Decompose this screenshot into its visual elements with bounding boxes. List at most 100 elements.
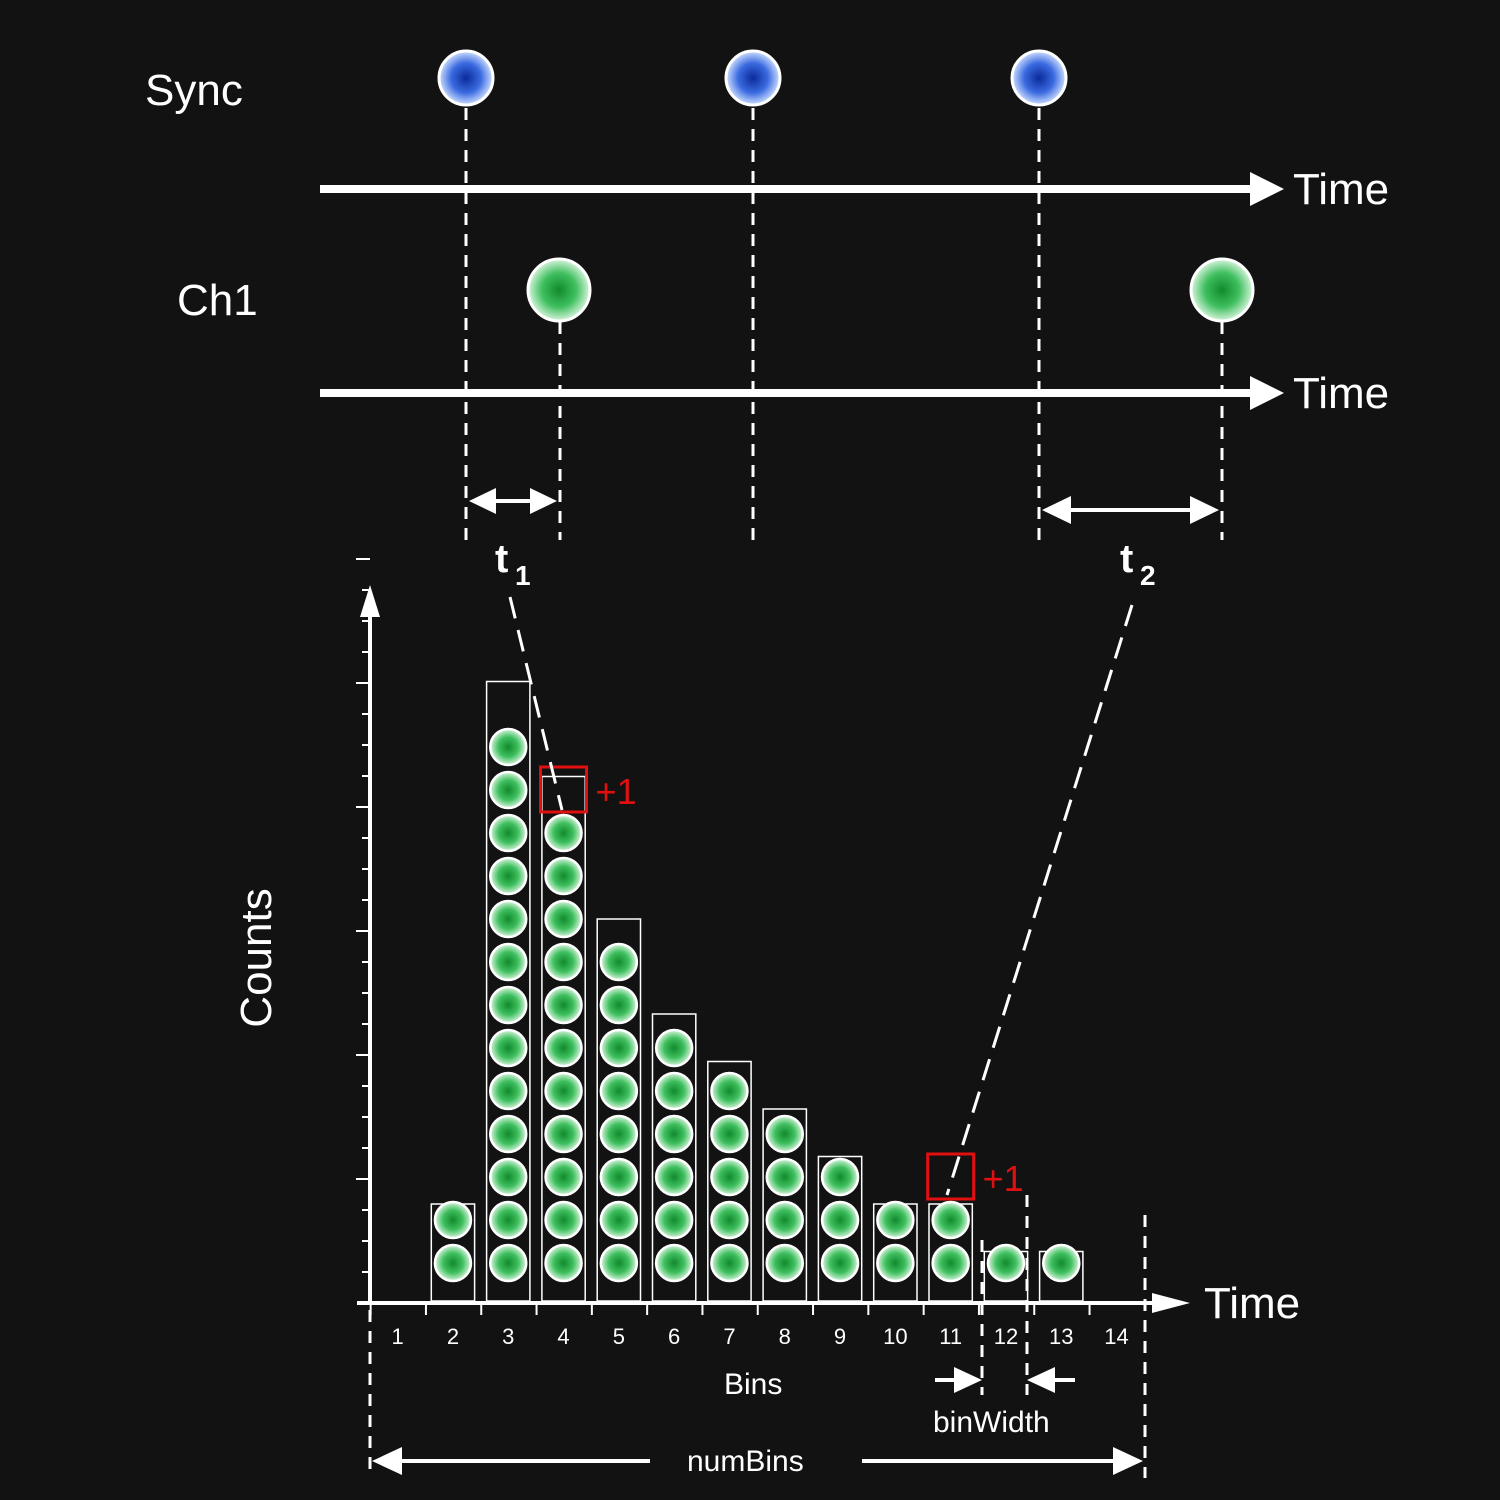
count-dot bbox=[489, 1157, 528, 1197]
count-dot bbox=[544, 985, 583, 1025]
ch1-time-label: Time bbox=[1293, 369, 1389, 418]
count-dot bbox=[489, 727, 528, 767]
sync-time-axis bbox=[320, 172, 1284, 206]
bins-label: Bins bbox=[724, 1368, 782, 1401]
count-dot bbox=[544, 1071, 583, 1111]
num-bins-label: numBins bbox=[687, 1445, 804, 1478]
sync-pulse-2 bbox=[724, 49, 782, 107]
count-dot bbox=[986, 1243, 1026, 1283]
sync-time-label: Time bbox=[1293, 165, 1389, 214]
highlight-box bbox=[926, 1152, 976, 1201]
ch1-label: Ch1 bbox=[177, 276, 258, 325]
count-dot bbox=[654, 1028, 694, 1068]
t1-connector bbox=[508, 596, 564, 811]
t2-connector bbox=[945, 604, 1134, 1196]
count-dot bbox=[599, 1200, 639, 1240]
count-dot bbox=[433, 1200, 473, 1240]
range-guides bbox=[368, 1195, 1147, 1478]
count-dot bbox=[599, 1114, 639, 1154]
count-dot bbox=[599, 1028, 639, 1068]
bin-tick-label: 14 bbox=[1104, 1324, 1128, 1349]
count-dot bbox=[489, 1114, 528, 1154]
count-dot bbox=[1042, 1243, 1081, 1283]
count-dot bbox=[820, 1243, 860, 1283]
count-dot bbox=[489, 856, 528, 896]
bin-tick-label: 6 bbox=[668, 1324, 680, 1349]
count-dot bbox=[710, 1114, 749, 1154]
histogram-bars bbox=[430, 680, 1084, 1302]
connector-lines bbox=[508, 596, 1134, 1196]
count-dot bbox=[876, 1200, 915, 1240]
bin-tick-label: 2 bbox=[447, 1324, 459, 1349]
count-dot bbox=[820, 1200, 860, 1240]
binwidth-arrows bbox=[935, 1367, 1075, 1393]
bin-tick-label: 1 bbox=[392, 1324, 404, 1349]
count-dot bbox=[765, 1243, 804, 1283]
count-dot bbox=[765, 1200, 804, 1240]
bin-tick-label: 11 bbox=[939, 1324, 962, 1349]
count-dot bbox=[544, 1243, 583, 1283]
ch1-time-axis bbox=[320, 376, 1284, 410]
y-axis bbox=[356, 558, 380, 1303]
count-dot bbox=[489, 942, 528, 982]
count-dot bbox=[544, 1200, 583, 1240]
count-dot bbox=[489, 1243, 528, 1283]
bin-tick-label: 3 bbox=[502, 1324, 514, 1349]
hist-time-label: Time bbox=[1204, 1279, 1300, 1328]
sync-axis-arrowhead bbox=[1250, 172, 1284, 206]
highlight-box bbox=[539, 765, 589, 814]
ch1-photons bbox=[526, 257, 1255, 323]
count-dot bbox=[544, 1157, 583, 1197]
count-dot bbox=[710, 1157, 749, 1197]
ch1-photon-1 bbox=[526, 257, 592, 323]
count-dot bbox=[765, 1114, 804, 1154]
numbins-arrow bbox=[372, 1447, 1143, 1475]
t2-subscript: 2 bbox=[1140, 560, 1156, 591]
bin-tick-label: 5 bbox=[613, 1324, 625, 1349]
count-dot bbox=[544, 1114, 583, 1154]
bin-tick-label: 10 bbox=[883, 1324, 907, 1349]
bin-tick-label: 13 bbox=[1049, 1324, 1073, 1349]
sync-markers bbox=[437, 49, 1068, 107]
sync-pulse-1 bbox=[437, 49, 495, 107]
count-dot bbox=[544, 942, 583, 982]
count-dot bbox=[931, 1200, 970, 1240]
bin-width-label: binWidth bbox=[933, 1406, 1050, 1439]
count-dot bbox=[433, 1243, 473, 1283]
count-dot bbox=[544, 813, 583, 853]
count-dot bbox=[654, 1114, 694, 1154]
plus-one-label: +1 bbox=[983, 1158, 1024, 1199]
count-dot bbox=[489, 1071, 528, 1111]
count-dot bbox=[599, 942, 639, 982]
count-dot bbox=[654, 1243, 694, 1283]
bin-tick-label: 7 bbox=[723, 1324, 735, 1349]
count-dot bbox=[489, 770, 528, 810]
t2-interval-arrow bbox=[1042, 496, 1219, 524]
count-dot bbox=[654, 1200, 694, 1240]
count-dot bbox=[710, 1071, 749, 1111]
count-dot bbox=[489, 813, 528, 853]
x-axis-arrowhead bbox=[1152, 1293, 1190, 1313]
counts-axis-label: Counts bbox=[232, 888, 281, 1027]
count-dot bbox=[489, 899, 528, 939]
histogram-highlights: +1 +1 bbox=[539, 765, 1024, 1201]
ch1-photon-2 bbox=[1189, 257, 1255, 323]
count-dot bbox=[544, 899, 583, 939]
count-dot bbox=[599, 1157, 639, 1197]
bin-tick-label: 9 bbox=[834, 1324, 846, 1349]
count-dot bbox=[544, 856, 583, 896]
count-dot bbox=[710, 1200, 749, 1240]
count-dot bbox=[489, 985, 528, 1025]
count-dot bbox=[599, 1071, 639, 1111]
count-dot bbox=[489, 1200, 528, 1240]
count-dot bbox=[654, 1071, 694, 1111]
ch1-axis-arrowhead bbox=[1250, 376, 1284, 410]
t2-label: t bbox=[1120, 537, 1133, 581]
plus-one-label: +1 bbox=[596, 771, 637, 812]
timing-guides bbox=[464, 108, 1224, 548]
t1-label: t bbox=[495, 537, 508, 581]
count-dot bbox=[489, 1028, 528, 1068]
x-axis bbox=[357, 1293, 1190, 1315]
count-dot bbox=[876, 1243, 915, 1283]
